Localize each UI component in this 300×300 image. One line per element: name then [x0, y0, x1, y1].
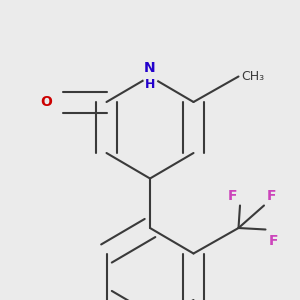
- Text: F: F: [267, 188, 277, 203]
- Text: N: N: [144, 61, 156, 75]
- Text: H: H: [145, 78, 155, 91]
- Text: F: F: [227, 188, 237, 203]
- Text: O: O: [40, 95, 52, 109]
- Text: F: F: [268, 234, 278, 248]
- Text: CH₃: CH₃: [242, 70, 265, 83]
